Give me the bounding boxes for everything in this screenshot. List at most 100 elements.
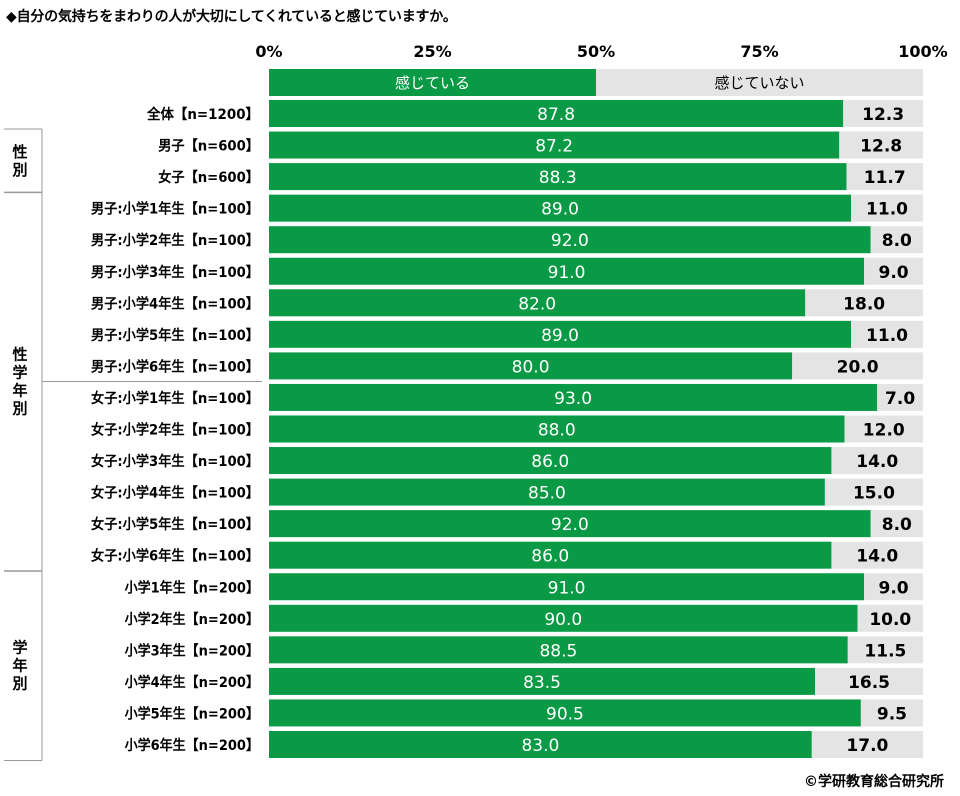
data-label-felt: 87.2 <box>535 137 573 157</box>
bar-felt <box>269 731 812 758</box>
data-label-not-felt: 16.5 <box>848 673 890 693</box>
category-label: 男子:小学2年生【n=100】 <box>91 232 259 249</box>
group-label-char: 年 <box>12 657 27 675</box>
data-label-felt: 90.0 <box>544 610 582 630</box>
data-label-felt: 83.5 <box>523 673 561 693</box>
data-label-not-felt: 8.0 <box>882 231 912 251</box>
data-label-felt: 91.0 <box>548 263 586 283</box>
data-label-felt: 86.0 <box>531 452 569 472</box>
legend-label-felt: 感じている <box>395 74 470 92</box>
data-label-not-felt: 12.8 <box>860 137 902 157</box>
bar-felt <box>269 100 844 127</box>
bar-not-felt <box>824 478 923 506</box>
data-label-felt: 83.0 <box>521 736 559 756</box>
category-label: 女子:小学5年生【n=100】 <box>91 516 259 533</box>
data-label-felt: 82.0 <box>518 294 556 314</box>
category-label: 小学4年生【n=200】 <box>125 674 259 691</box>
data-label-not-felt: 14.0 <box>856 452 898 472</box>
category-label: 男子:小学5年生【n=100】 <box>91 327 259 344</box>
group-label-char: 年 <box>12 382 27 400</box>
data-label-not-felt: 14.0 <box>856 547 898 567</box>
category-label: 男子:小学4年生【n=100】 <box>91 295 259 312</box>
data-label-not-felt: 7.0 <box>885 389 915 409</box>
bar-felt <box>269 510 871 538</box>
data-label-felt: 88.5 <box>539 641 577 661</box>
bar-not-felt <box>846 163 923 191</box>
bar-felt <box>269 573 865 601</box>
data-label-not-felt: 18.0 <box>843 294 885 314</box>
category-label: 女子:小学6年生【n=100】 <box>91 548 259 565</box>
data-label-felt: 92.0 <box>551 231 589 251</box>
bar-not-felt <box>860 699 923 727</box>
data-label-felt: 89.0 <box>541 200 579 220</box>
bar-felt <box>269 541 832 569</box>
bar-felt <box>269 163 847 191</box>
data-label-felt: 80.0 <box>512 357 550 377</box>
bar-not-felt <box>831 541 923 569</box>
bar-felt <box>269 194 852 222</box>
bar-not-felt <box>839 131 923 159</box>
data-label-not-felt: 20.0 <box>837 357 879 377</box>
bar-felt <box>269 226 871 254</box>
category-label: 女子:小学1年生【n=100】 <box>91 390 259 407</box>
data-label-not-felt: 15.0 <box>853 484 895 504</box>
legend-swatch-not-felt <box>596 69 923 96</box>
bar-felt <box>269 320 852 348</box>
bar-not-felt <box>811 731 923 758</box>
data-label-not-felt: 10.0 <box>869 610 911 630</box>
group-label-char: 別 <box>11 161 27 179</box>
bar-felt <box>269 289 806 317</box>
category-label: 男子:小学6年生【n=100】 <box>91 358 259 375</box>
data-label-felt: 86.0 <box>531 547 569 567</box>
category-label: 女子:小学2年生【n=100】 <box>91 422 259 439</box>
data-label-felt: 91.0 <box>548 578 586 598</box>
bar-not-felt <box>864 257 923 285</box>
bar-felt <box>269 699 861 727</box>
bar-felt <box>269 352 793 380</box>
category-label: 男子:小学1年生【n=100】 <box>91 201 259 218</box>
bar-not-felt <box>870 226 923 254</box>
data-label-not-felt: 11.0 <box>866 326 908 346</box>
data-label-not-felt: 17.0 <box>846 736 888 756</box>
category-label: 小学5年生【n=200】 <box>125 705 259 722</box>
bar-felt <box>269 636 848 664</box>
bar-felt <box>269 604 858 632</box>
group-label-char: 性 <box>12 346 27 364</box>
bar-felt <box>269 478 825 506</box>
bar-not-felt <box>851 320 923 348</box>
bar-not-felt <box>864 573 923 601</box>
data-label-felt: 92.0 <box>551 515 589 535</box>
bar-felt <box>269 131 840 159</box>
bar-felt <box>269 447 832 475</box>
category-label: 小学2年生【n=200】 <box>125 611 259 628</box>
group-label-char: 性 <box>12 143 27 161</box>
category-label: 男子:小学3年生【n=100】 <box>91 264 259 281</box>
x-tick-label: 100% <box>898 42 947 61</box>
x-tick-label: 50% <box>577 42 615 61</box>
category-label: 小学1年生【n=200】 <box>125 579 259 596</box>
data-label-not-felt: 9.5 <box>877 704 907 724</box>
bar-not-felt <box>851 194 923 222</box>
legend-swatch-felt <box>269 69 596 96</box>
bar-not-felt <box>831 447 923 475</box>
bar-not-felt <box>805 289 923 317</box>
data-label-felt: 88.0 <box>538 421 576 441</box>
data-label-felt: 90.5 <box>546 704 584 724</box>
group-label-char: 学 <box>12 639 27 657</box>
data-label-not-felt: 12.3 <box>862 105 904 125</box>
bar-not-felt <box>815 667 923 695</box>
data-label-not-felt: 12.0 <box>863 421 905 441</box>
bar-felt <box>269 667 816 695</box>
bar-felt <box>269 383 878 411</box>
category-label: 女子:小学4年生【n=100】 <box>91 485 259 502</box>
data-label-not-felt: 9.0 <box>879 263 909 283</box>
data-label-felt: 88.3 <box>539 168 577 188</box>
data-label-felt: 85.0 <box>528 484 566 504</box>
bar-not-felt <box>847 636 923 664</box>
x-tick-label: 0% <box>255 42 282 61</box>
data-label-not-felt: 8.0 <box>882 515 912 535</box>
category-label: 小学6年生【n=200】 <box>125 737 259 754</box>
bar-not-felt <box>870 510 923 538</box>
